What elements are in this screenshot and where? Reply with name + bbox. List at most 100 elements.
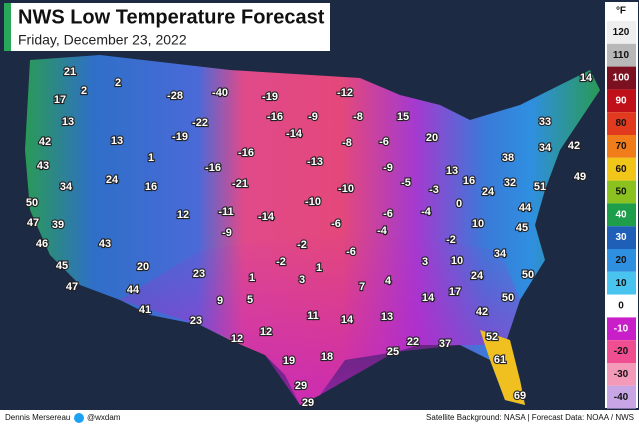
florida xyxy=(480,330,525,405)
legend-label: 30 xyxy=(615,232,627,243)
temperature-label: 16 xyxy=(463,175,475,187)
temperature-label: 41 xyxy=(139,304,151,316)
legend-swatch xyxy=(607,317,636,341)
temperature-label: -40 xyxy=(212,87,228,99)
legend-label: 60 xyxy=(615,164,627,175)
footer xyxy=(0,410,639,426)
temperature-label: 29 xyxy=(302,397,314,409)
temperature-label: -9 xyxy=(222,227,232,239)
legend-unit: °F xyxy=(616,6,626,17)
temperature-label: 43 xyxy=(99,238,111,250)
title-accent xyxy=(4,3,11,51)
temperature-label: 12 xyxy=(177,209,189,221)
temperature-label: -4 xyxy=(421,206,432,218)
temperature-label: 34 xyxy=(494,248,507,260)
temperature-label: -3 xyxy=(429,184,439,196)
temperature-label: 1 xyxy=(249,272,255,284)
temperature-label: -6 xyxy=(379,136,389,148)
temperature-label: 24 xyxy=(471,270,484,282)
temperature-label: 22 xyxy=(407,336,419,348)
temperature-label: -16 xyxy=(238,147,254,159)
temperature-label: -2 xyxy=(276,256,286,268)
temperature-label: -21 xyxy=(232,178,248,190)
temperature-label: 0 xyxy=(456,198,462,210)
legend-label: 120 xyxy=(613,27,630,38)
temperature-label: 12 xyxy=(260,326,272,338)
temperature-label: 42 xyxy=(39,136,51,148)
temperature-label: 29 xyxy=(295,380,307,392)
temperature-label: 19 xyxy=(283,355,295,367)
temperature-label: 7 xyxy=(359,281,365,293)
temperature-label: 24 xyxy=(482,186,495,198)
temperature-label: 44 xyxy=(127,284,140,296)
temperature-label: 17 xyxy=(449,286,461,298)
temperature-label: -16 xyxy=(205,162,221,174)
temperature-label: 3 xyxy=(299,274,305,286)
temperature-label: 10 xyxy=(472,218,484,230)
temperature-label: -12 xyxy=(337,87,353,99)
legend-swatch xyxy=(607,271,636,295)
temperature-label: -14 xyxy=(286,128,303,140)
temperature-label: 50 xyxy=(502,292,514,304)
temperature-label: 46 xyxy=(36,238,48,250)
legend-label: 110 xyxy=(613,50,630,61)
temperature-label: 2 xyxy=(115,77,121,89)
credits: Satellite Background: NASA | Forecast Da… xyxy=(426,413,634,422)
legend-label: 90 xyxy=(615,95,627,106)
temperature-label: -10 xyxy=(305,196,321,208)
author: Dennis Mersereau xyxy=(5,413,70,422)
temperature-label: 50 xyxy=(522,269,534,281)
temperature-label: 32 xyxy=(504,177,516,189)
temperature-label: 18 xyxy=(321,351,333,363)
temperature-label: -6 xyxy=(331,218,341,230)
legend-swatch xyxy=(607,157,636,181)
legend-label: -10 xyxy=(614,323,629,334)
temperature-label: -9 xyxy=(308,111,318,123)
temperature-label: 21 xyxy=(64,66,76,78)
temperature-label: 44 xyxy=(519,202,532,214)
temperature-label: 1 xyxy=(316,262,322,274)
temperature-label: -8 xyxy=(342,137,352,149)
temperature-label: 45 xyxy=(516,222,528,234)
temperature-label: 4 xyxy=(385,275,392,287)
legend-swatch xyxy=(607,89,636,113)
temperature-label: -10 xyxy=(338,183,354,195)
legend-swatch xyxy=(607,135,636,158)
temperature-label: 14 xyxy=(580,72,593,84)
temperature-label: -5 xyxy=(401,177,411,189)
legend-swatch xyxy=(607,180,636,204)
temperature-label: 42 xyxy=(568,140,580,152)
temperature-label: 61 xyxy=(494,354,506,366)
temperature-label: 23 xyxy=(193,268,205,280)
temperature-label: -6 xyxy=(383,208,393,220)
temperature-label: 1 xyxy=(148,152,154,164)
temperature-label: -16 xyxy=(267,111,283,123)
temperature-label: 24 xyxy=(106,174,119,186)
temperature-label: 25 xyxy=(387,346,399,358)
temperature-label: 47 xyxy=(66,281,78,293)
temperature-label: 13 xyxy=(446,165,458,177)
twitter-icon xyxy=(74,413,84,423)
legend-swatch xyxy=(607,363,636,386)
temperature-label: 38 xyxy=(502,152,514,164)
temperature-label: 16 xyxy=(145,181,157,193)
temperature-label: 2 xyxy=(81,85,87,97)
temperature-label: 42 xyxy=(476,306,488,318)
land-south xyxy=(120,230,520,405)
legend-label: 80 xyxy=(615,118,627,129)
legend-label: 40 xyxy=(615,209,627,220)
temperature-label: -11 xyxy=(218,206,233,218)
legend-swatch xyxy=(607,43,636,67)
temperature-label: -28 xyxy=(167,90,183,102)
legend-swatch xyxy=(607,249,636,272)
legend-label: -40 xyxy=(614,392,629,403)
temperature-label: 43 xyxy=(37,160,49,172)
temperature-label: 20 xyxy=(426,132,438,144)
temperature-label: 33 xyxy=(539,116,551,128)
temperature-label: 51 xyxy=(534,181,546,193)
temperature-label: 34 xyxy=(60,181,73,193)
handle: @wxdam xyxy=(87,413,121,422)
temperature-label: 49 xyxy=(574,171,586,183)
temperature-label: -2 xyxy=(297,239,307,251)
temperature-label: 50 xyxy=(26,197,38,209)
